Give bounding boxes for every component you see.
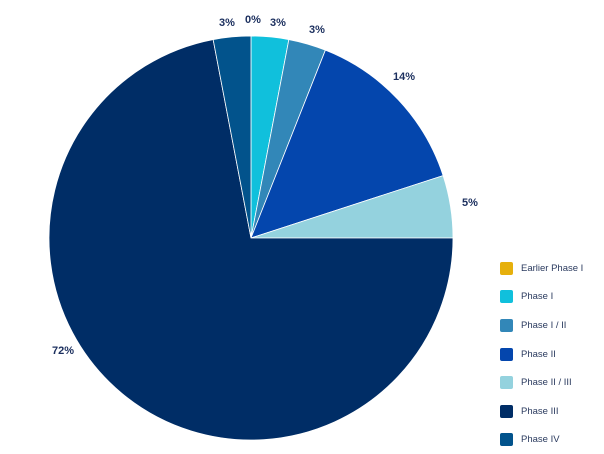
legend-swatch <box>500 261 513 275</box>
pie-slice-phase-iii <box>48 39 454 441</box>
legend-item: Phase II / III <box>500 368 583 397</box>
slice-label-phase-i: 3% <box>270 17 286 29</box>
pie-slice-phase-iv <box>212 35 252 239</box>
legend-swatch <box>500 347 513 361</box>
legend-swatch <box>500 376 513 390</box>
legend: Earlier Phase I Phase I Phase I / II Phase … <box>500 254 583 454</box>
legend-swatch <box>500 318 513 332</box>
legend-item: Earlier Phase I <box>500 254 583 283</box>
legend-item: Phase IV <box>500 426 583 454</box>
slice-label-phase-ii: 14% <box>393 71 415 83</box>
legend-label: Phase I / II <box>521 319 567 331</box>
legend-item: Phase I <box>500 283 583 312</box>
legend-swatch <box>500 290 513 304</box>
legend-label: Phase IV <box>521 434 560 446</box>
slice-label-earlier-phase-i: 0% <box>245 14 261 26</box>
legend-item: Phase I / II <box>500 311 583 340</box>
legend-label: Earlier Phase I <box>521 262 584 274</box>
slice-label-phase-i-ii: 3% <box>309 24 325 36</box>
legend-swatch <box>500 433 513 447</box>
legend-item: Phase II <box>500 340 583 369</box>
legend-item: Phase III <box>500 397 583 426</box>
slice-label-phase-iv: 3% <box>219 17 235 29</box>
slice-label-phase-iii: 72% <box>52 345 74 357</box>
legend-label: Phase II <box>521 348 556 360</box>
legend-label: Phase I <box>521 291 554 303</box>
legend-label: Phase II / III <box>521 377 572 389</box>
legend-label: Phase III <box>521 405 559 417</box>
legend-swatch <box>500 404 513 418</box>
slice-label-phase-ii-iii: 5% <box>462 197 478 209</box>
